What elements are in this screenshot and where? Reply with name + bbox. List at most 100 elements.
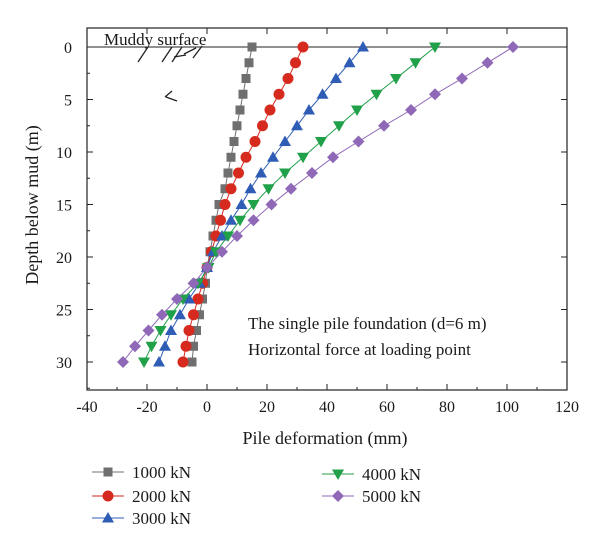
series-4000-kn-point [138, 357, 150, 368]
series-2000-kn-point [219, 199, 231, 210]
series-1000-kn-point [220, 184, 230, 194]
series-4000-kn-point [315, 137, 327, 148]
series-4000-kn-point [154, 326, 167, 337]
series-2000-kn-point [215, 214, 226, 226]
series-4000-kn-point [262, 184, 275, 195]
legend-marker [332, 490, 344, 502]
y-tick-label: 0 [64, 40, 72, 57]
x-tick-label: 40 [319, 399, 335, 416]
series-4000-kn-point [279, 168, 291, 179]
series-1000-kn-point [223, 168, 233, 178]
series-5000-kn-point [129, 340, 141, 353]
series-5000-kn-point [405, 104, 417, 116]
series-5000-kn [117, 41, 519, 368]
series-1000-kn-point [241, 74, 251, 83]
series-3000-kn-point [330, 72, 342, 83]
note-line-1: The single pile foundation (d=6 m) [248, 314, 487, 333]
y-tick-label: 20 [56, 250, 72, 267]
legend-label: 5000 kN [362, 487, 421, 506]
series-3000-kn-point [216, 230, 228, 241]
series-3000-kn-point [316, 88, 329, 99]
series-2000-kn-point [257, 120, 268, 132]
series-5000-kn-point [216, 245, 228, 258]
series-3000-kn-point [244, 182, 257, 194]
series-5000-kn-point [352, 135, 365, 148]
series-2000-kn-point [282, 73, 294, 84]
series-3000-kn-point [279, 135, 291, 146]
muddy-surface-label: Muddy surface [104, 30, 206, 49]
legend-item: 1000 kN [92, 463, 191, 482]
series-4000-kn-point [247, 200, 260, 211]
series-5000-kn-point [231, 230, 243, 242]
series-2000-kn-point [225, 183, 237, 195]
series-1000-kn-point [187, 357, 197, 367]
y-axis-label: Depth below mud (m) [22, 125, 43, 284]
x-tick-label: -40 [76, 399, 97, 416]
series-2000-kn-point [249, 136, 261, 147]
series-3000-kn-point [159, 340, 171, 351]
series-5000-kn-point [456, 72, 468, 85]
series-4000-kn-point [222, 231, 234, 242]
series-2000-kn-point [290, 57, 301, 69]
legend-item: 4000 kN [322, 465, 421, 484]
series-3000-kn-point [267, 151, 279, 162]
series-3000-kn-point [303, 104, 315, 115]
series-3000-kn-point [165, 324, 177, 335]
series-2000-kn-point [233, 167, 244, 179]
series-5000-kn-point [378, 119, 390, 132]
series-4000-kn-point [351, 105, 363, 116]
series-5000-kn-point [142, 324, 155, 337]
x-tick-label: 60 [379, 399, 395, 416]
legend-label: 2000 kN [132, 487, 191, 506]
x-tick-label: 120 [555, 399, 579, 416]
y-tick-label: 10 [56, 145, 72, 162]
series-5000-kn-point [247, 214, 260, 227]
legend-label: 4000 kN [362, 465, 421, 484]
series-5000-kn-point [429, 88, 441, 101]
series-3000-kn-point [174, 308, 186, 320]
series-2000-kn-point [240, 151, 252, 163]
y-tick-label: 15 [56, 198, 72, 215]
series-1000-kn-point [232, 121, 242, 131]
series-2000-kn-point [297, 41, 309, 53]
series-1000-kn-point [192, 326, 201, 335]
legend: 1000 kN 2000 kN 3000 kN 4000 kN 5000 kN [92, 463, 421, 528]
series-5000-kn-point [265, 198, 278, 211]
legend-label: 1000 kN [132, 463, 191, 482]
series-5000-kn-point [327, 151, 339, 164]
legend-marker [103, 467, 113, 477]
series-layer [117, 41, 519, 368]
series-4000-kn-point [409, 58, 422, 69]
series-3000-kn-point [343, 56, 356, 68]
series-4000-kn-point [165, 310, 177, 321]
series-5000-kn-point [285, 182, 297, 195]
series-1000-kn-point [214, 200, 224, 209]
series-4000-kn-point [370, 89, 383, 101]
series-1000-kn-point [235, 105, 245, 115]
series-5000-kn-point [117, 356, 129, 368]
x-tick-label: 0 [203, 399, 211, 416]
series-4000-kn-point [145, 341, 158, 353]
series-3000-kn-point [255, 167, 267, 178]
soil-hatch-icon [137, 45, 203, 102]
series-4000-kn-point [429, 42, 441, 53]
series-5000-kn-point [201, 261, 213, 274]
series-4000-kn-point [234, 215, 246, 227]
series-3000-kn-point [153, 356, 165, 367]
legend-marker [102, 512, 114, 523]
series-3000-kn-point [183, 293, 195, 304]
series-3000-kn-point [235, 198, 248, 209]
legend-marker [102, 490, 114, 502]
series-3000-kn-point [291, 119, 303, 131]
series-5000-kn-point [156, 308, 168, 321]
series-5000-kn-point [481, 56, 494, 69]
series-3000-kn-point [225, 214, 237, 225]
legend-item: 5000 kN [322, 487, 421, 506]
series-2000-kn-point [273, 88, 285, 100]
y-tick-label: 30 [56, 355, 72, 372]
series-1000-kn-point [229, 137, 239, 146]
series-5000-kn-point [507, 41, 519, 53]
series-1000-kn-point [226, 152, 236, 162]
x-tick-label: -20 [136, 399, 157, 416]
